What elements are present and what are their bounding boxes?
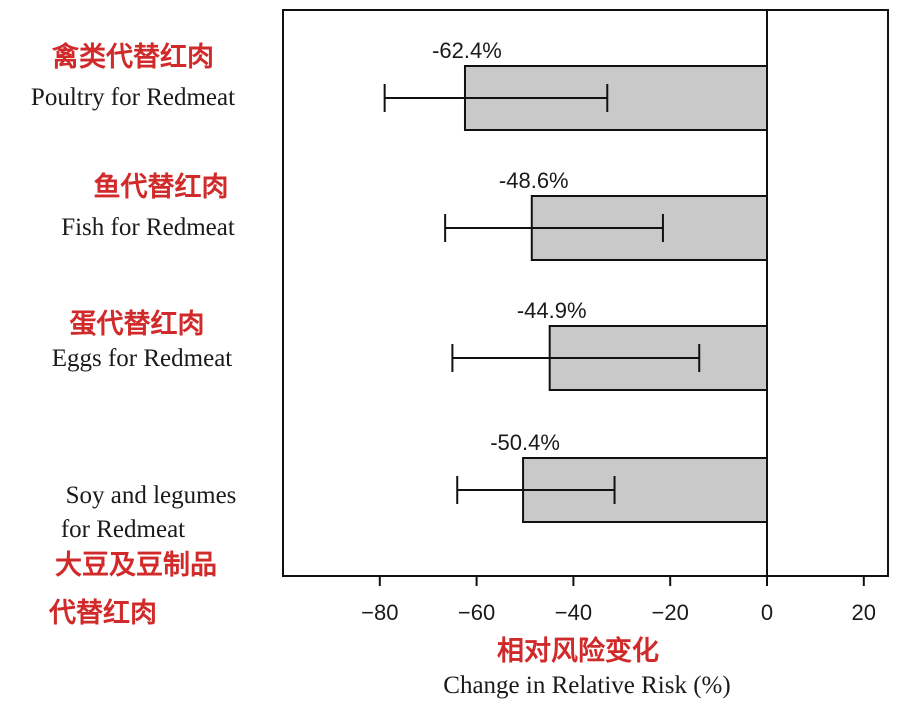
data-label: -44.9% (517, 298, 587, 323)
x-tick-label: −20 (652, 600, 689, 625)
category-label: for Redmeat (61, 516, 185, 543)
x-axis-label-cn: 相对风险变化 (497, 635, 659, 667)
x-tick-label: −80 (361, 600, 398, 625)
error-bars-group (383, 84, 701, 504)
category-labels: 禽类代替红肉 Poultry for Redmeat 鱼代替红肉 Fish for R… (31, 41, 236, 629)
data-label: -62.4% (432, 38, 502, 63)
x-tick-label: 0 (761, 600, 773, 625)
category-label: Eggs for Redmeat (52, 345, 233, 372)
x-tick-label: 20 (852, 600, 876, 625)
category-label-cn: 代替红肉 (48, 597, 157, 629)
data-labels-group: -62.4% -48.6% -44.9% -50.4% (432, 38, 586, 455)
data-label: -48.6% (499, 168, 569, 193)
data-label: -50.4% (490, 430, 560, 455)
x-tick-label: −60 (458, 600, 495, 625)
category-label: Poultry for Redmeat (31, 84, 235, 111)
x-axis-ticks: −80 −60 −40 −20 0 20 (361, 576, 876, 625)
category-label-cn: 大豆及豆制品 (55, 550, 217, 581)
x-tick-label: −40 (555, 600, 592, 625)
category-label: Fish for Redmeat (61, 214, 235, 241)
category-label-cn: 禽类代替红肉 (51, 41, 214, 73)
category-label-cn: 鱼代替红肉 (94, 171, 229, 203)
plot-border (282, 9, 889, 577)
category-label-cn: 蛋代替红肉 (70, 308, 205, 340)
category-label: Soy and legumes (66, 482, 237, 509)
x-axis-label: Change in Relative Risk (%) (443, 672, 730, 699)
